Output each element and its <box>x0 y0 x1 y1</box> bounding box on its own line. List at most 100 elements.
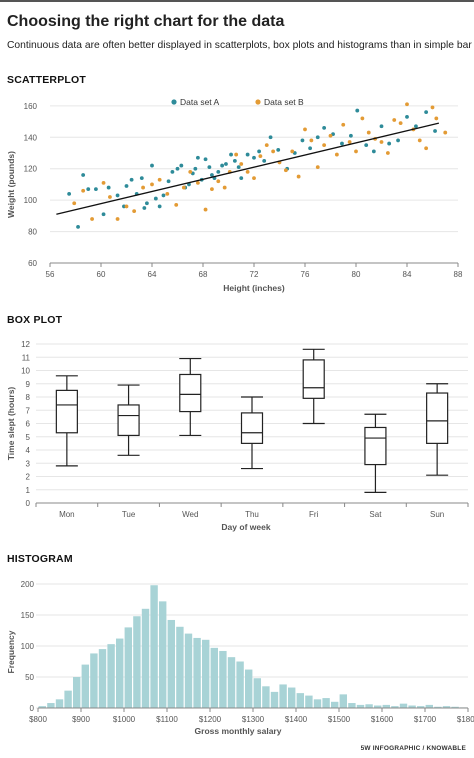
histogram-bar <box>124 627 132 708</box>
histogram-bar <box>270 691 279 708</box>
data-set-a-point <box>340 141 344 146</box>
data-set-a-point <box>379 124 384 129</box>
data-set-a-point <box>220 163 225 168</box>
data-set-b-point <box>150 182 154 187</box>
data-set-b-point <box>328 133 333 138</box>
scatter-x-tick-label: 68 <box>199 270 208 279</box>
data-set-a-point <box>124 184 129 188</box>
box-y-tick-label: 10 <box>21 367 30 376</box>
histogram-bar <box>116 638 124 708</box>
histogram-bar <box>107 644 115 708</box>
data-set-a-point <box>175 166 180 171</box>
data-set-b-point <box>347 140 352 144</box>
hist-y-tick-label: 100 <box>21 642 35 651</box>
box-iqr <box>426 392 449 444</box>
data-set-a-point <box>236 165 241 170</box>
data-set-b-point <box>124 204 129 209</box>
scatterplot-chart: 60 80 100 120 140 160 56 60 64 68 72 76 80 84 88 Height… <box>6 97 463 293</box>
boxplot-section-title: BOX PLOT <box>7 314 63 326</box>
legend-label-set-b: Data set B <box>264 97 304 107</box>
hist-x-tick-label: $1400 <box>285 715 308 724</box>
data-set-b-point <box>296 174 301 179</box>
histogram-bar <box>73 677 81 708</box>
data-set-b-point <box>188 169 193 174</box>
data-set-b-point <box>322 143 327 148</box>
data-set-a-point <box>245 152 250 157</box>
data-set-a-point <box>153 196 158 201</box>
data-set-b-point <box>245 169 250 174</box>
data-set-a-point <box>139 176 144 181</box>
data-set-b-point <box>309 138 314 143</box>
histogram-section-title: HISTOGRAM <box>7 553 73 565</box>
data-set-a-point <box>94 187 98 192</box>
hist-y-tick-label: 0 <box>30 704 35 713</box>
data-set-a-point <box>229 152 233 157</box>
histogram-bar <box>296 693 304 708</box>
histogram-bar <box>313 699 322 708</box>
data-set-a-point <box>262 158 267 163</box>
data-set-a-point <box>129 177 134 182</box>
data-set-b-point <box>216 179 221 184</box>
box-y-tick-label: 4 <box>26 446 31 455</box>
histogram-bar <box>408 705 416 708</box>
scatter-trendline <box>56 122 440 215</box>
box-iqr <box>302 359 325 399</box>
box-y-tick-label: 6 <box>26 420 31 429</box>
histogram-bar <box>64 690 72 708</box>
histogram-bar <box>210 647 218 708</box>
scatter-y-tick-label: 80 <box>28 228 37 237</box>
data-set-b-point <box>405 102 409 107</box>
histogram-bar <box>47 703 55 708</box>
histogram-chart: 0 50 100 150 200 $800 $900 $1000 $1100 $1200 $1300… <box>6 580 474 736</box>
data-set-a-point <box>424 110 429 115</box>
histogram-bar <box>382 704 390 708</box>
histogram-bar <box>322 698 330 708</box>
data-set-b-point <box>385 151 390 155</box>
scatter-y-tick-label: 140 <box>24 133 38 142</box>
data-set-a-point <box>157 204 162 209</box>
box-y-tick-label: 0 <box>26 499 31 508</box>
hist-x-tick-label: $1000 <box>113 715 136 724</box>
histogram-bar <box>38 706 46 708</box>
data-set-a-point <box>396 138 400 143</box>
histogram-bar <box>81 664 89 708</box>
scatter-x-tick-label: 76 <box>301 270 310 279</box>
credit-line: 5W INFOGRAPHIC / KNOWABLE <box>360 745 466 752</box>
hist-x-tick-label: $1300 <box>242 715 265 724</box>
histogram-bar <box>141 608 150 708</box>
box-iqr <box>55 389 78 434</box>
histogram-bar <box>55 699 64 708</box>
data-set-b-point <box>354 149 358 154</box>
data-set-b-point <box>430 105 435 110</box>
hist-y-axis-title: Frequency <box>6 630 16 673</box>
histogram-bar <box>176 626 184 708</box>
data-set-b-point <box>341 122 346 127</box>
scatter-section-title: SCATTERPLOT <box>7 74 87 86</box>
box-y-tick-label: 5 <box>26 433 31 442</box>
data-set-a-point <box>257 149 261 154</box>
hist-x-tick-label: $900 <box>72 715 90 724</box>
data-set-a-point <box>166 179 171 184</box>
histogram-bar <box>331 701 339 708</box>
box-x-tick-label: Sat <box>369 510 382 519</box>
data-set-a-point <box>170 169 175 174</box>
data-set-a-point <box>101 212 106 217</box>
data-set-b-point <box>81 188 86 193</box>
box-y-tick-label: 8 <box>26 393 31 402</box>
scatter-x-tick-label: 84 <box>403 270 412 279</box>
data-set-b-point <box>392 118 397 122</box>
data-set-b-point <box>181 185 186 190</box>
data-set-a-point <box>224 162 228 166</box>
histogram-bar <box>253 678 261 708</box>
data-set-b-point <box>360 116 365 121</box>
histogram-bar <box>193 637 201 708</box>
scatter-y-axis-title: Weight (pounds) <box>6 151 16 218</box>
box-x-tick-label: Mon <box>59 510 75 519</box>
box-x-axis-title: Day of week <box>221 522 270 532</box>
histogram-bar <box>159 601 167 708</box>
histogram-bar <box>399 703 408 708</box>
data-set-a-point <box>203 157 208 162</box>
hist-y-tick-label: 150 <box>21 611 35 620</box>
box-y-tick-label: 9 <box>26 380 31 389</box>
box-x-tick-label: Tue <box>122 510 136 519</box>
